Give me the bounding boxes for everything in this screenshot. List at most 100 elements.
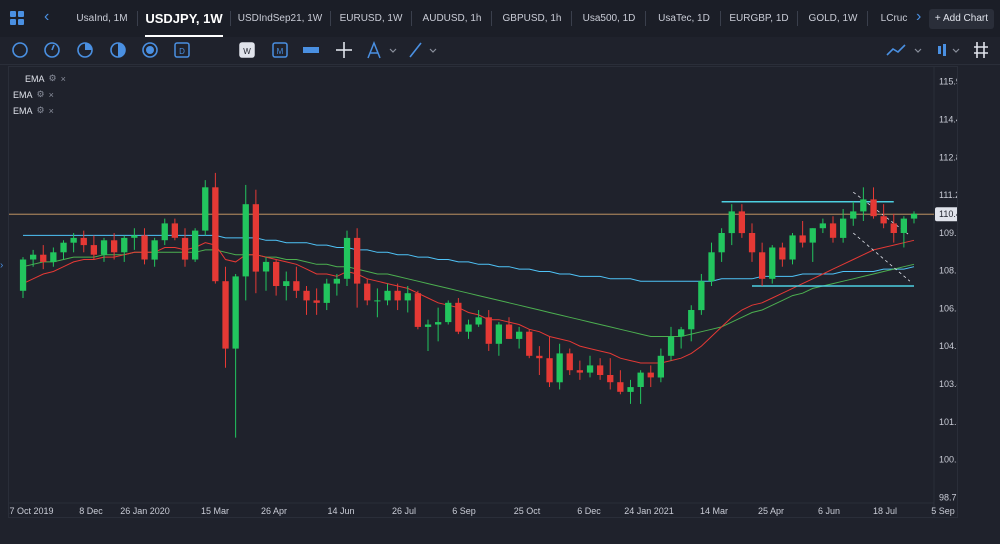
tab-separator bbox=[330, 11, 331, 26]
record-icon[interactable] bbox=[142, 42, 158, 58]
candle-body bbox=[212, 187, 219, 282]
chart-panel[interactable]: 115.989 114.419 112.849 111.279 109.709 108.1… bbox=[8, 66, 958, 518]
date-tick-label: 14 Jun bbox=[327, 506, 354, 516]
half-circle-icon[interactable] bbox=[110, 42, 126, 58]
tab-separator bbox=[797, 11, 798, 26]
candle-body bbox=[870, 199, 877, 217]
crosshair-icon[interactable] bbox=[336, 42, 352, 58]
settings-icon[interactable]: ⚙ bbox=[48, 73, 57, 83]
candle-body bbox=[70, 237, 77, 243]
candle-body bbox=[819, 223, 826, 229]
tab-usdjpy-1w[interactable]: USDJPY, 1W bbox=[145, 0, 223, 37]
calendar-week-icon[interactable]: W bbox=[239, 42, 255, 58]
chevron-right-icon[interactable]: › bbox=[916, 8, 922, 25]
add-chart-button[interactable]: + Add Chart bbox=[928, 9, 994, 29]
tab-usatec-1d[interactable]: UsaTec, 1D bbox=[658, 13, 710, 24]
candle-body bbox=[789, 235, 796, 260]
price-tick-label: 100.288 bbox=[939, 455, 957, 465]
tab-audusd-1h[interactable]: AUDUSD, 1h bbox=[422, 13, 482, 24]
trendline-icon[interactable] bbox=[409, 42, 437, 58]
tab-usaind-1m[interactable]: UsaInd, 1M bbox=[76, 13, 128, 24]
ema-mid-line bbox=[22, 249, 915, 337]
tab-usdindsep21-1w[interactable]: USDIndSep21, 1W bbox=[237, 13, 323, 24]
candle-body bbox=[495, 324, 502, 344]
candle-body bbox=[303, 290, 310, 301]
candle-body bbox=[313, 300, 320, 303]
price-tick-label: 106.568 bbox=[939, 303, 957, 313]
candle-body bbox=[273, 261, 280, 286]
close-icon[interactable]: × bbox=[60, 73, 66, 84]
measure-icon[interactable] bbox=[303, 47, 319, 53]
tab-eurusd-1w[interactable]: EURUSD, 1W bbox=[339, 13, 403, 24]
candle-body bbox=[252, 204, 259, 272]
tab-gold-1w[interactable]: GOLD, 1W bbox=[808, 13, 858, 24]
clock-icon[interactable] bbox=[44, 42, 60, 58]
candle-body bbox=[111, 240, 118, 253]
tab-separator bbox=[645, 11, 646, 26]
candle-body bbox=[30, 254, 37, 260]
close-icon[interactable]: × bbox=[48, 105, 54, 116]
compass-draw-icon[interactable] bbox=[367, 40, 397, 59]
price-tick-label: 101.858 bbox=[939, 417, 957, 427]
candle-body bbox=[678, 329, 685, 337]
date-tick-label: 18 Jul bbox=[873, 506, 897, 516]
candle-body bbox=[586, 365, 594, 373]
legend-ema-3[interactable]: EMA ⚙ × bbox=[13, 105, 54, 116]
candle-body bbox=[617, 382, 624, 392]
plus-icon: + bbox=[934, 13, 941, 24]
timeframe-circle-icon[interactable] bbox=[12, 42, 28, 58]
candle-body bbox=[232, 276, 239, 349]
tab-gbpusd-1h[interactable]: GBPUSD, 1h bbox=[502, 13, 562, 24]
legend-ema-1[interactable]: EMA ⚙ × bbox=[25, 73, 66, 84]
candle-type-icon[interactable] bbox=[938, 44, 960, 56]
candle-body bbox=[242, 204, 249, 277]
candle-body bbox=[769, 247, 776, 279]
indicators-icon[interactable] bbox=[886, 44, 922, 56]
settings-icon[interactable]: ⚙ bbox=[36, 89, 45, 99]
grid-layout-icon[interactable] bbox=[10, 11, 25, 26]
candle-body bbox=[50, 252, 57, 262]
legend-ema-2[interactable]: EMA ⚙ × bbox=[13, 89, 54, 100]
candle-body bbox=[910, 213, 918, 219]
price-tick-label: 115.989 bbox=[939, 77, 957, 87]
svg-text:M: M bbox=[277, 47, 284, 56]
calendar-day-icon[interactable]: D bbox=[174, 42, 190, 58]
close-icon[interactable]: × bbox=[48, 89, 54, 100]
price-tick-label: 114.419 bbox=[939, 114, 957, 124]
calendar-month-icon[interactable]: M bbox=[272, 42, 288, 58]
legend-label: EMA bbox=[13, 105, 33, 116]
candle-body bbox=[890, 223, 897, 233]
candle-body bbox=[779, 247, 786, 260]
current-price-badge bbox=[935, 207, 957, 222]
tab-separator bbox=[137, 11, 138, 26]
candle-body bbox=[262, 261, 270, 272]
candle-body bbox=[627, 387, 634, 392]
candle-body bbox=[161, 223, 168, 241]
panel-collapse-handle[interactable]: › bbox=[0, 260, 4, 271]
grid-hash-icon[interactable] bbox=[974, 42, 988, 58]
tab-lcruc[interactable]: LCruc bbox=[880, 13, 908, 24]
svg-text:W: W bbox=[243, 47, 251, 56]
candle-body bbox=[374, 300, 381, 302]
candle-body bbox=[637, 372, 644, 387]
candle-body bbox=[829, 223, 837, 238]
ema-slow-line bbox=[23, 234, 915, 282]
date-tick-label: 26 Jul bbox=[392, 506, 416, 516]
candle-body bbox=[293, 281, 300, 291]
price-tick-label: 112.849 bbox=[939, 152, 957, 162]
candle-body bbox=[100, 240, 108, 255]
tab-usa500-1d[interactable]: Usa500, 1D bbox=[582, 13, 636, 24]
candle-body bbox=[323, 283, 330, 303]
candle-body bbox=[141, 235, 148, 260]
candle-body bbox=[546, 358, 553, 383]
chevron-left-icon[interactable]: ‹ bbox=[44, 8, 50, 25]
price-tick-label: 104.998 bbox=[939, 341, 957, 351]
price-chart[interactable]: 115.989 114.419 112.849 111.279 109.709 108.1… bbox=[9, 67, 957, 517]
date-tick-label: 25 Apr bbox=[758, 506, 784, 516]
candle-body bbox=[657, 355, 664, 378]
settings-icon[interactable]: ⚙ bbox=[36, 105, 45, 115]
date-tick-label: 25 Oct bbox=[514, 506, 541, 516]
tab-eurgbp-1d[interactable]: EURGBP, 1D bbox=[729, 13, 789, 24]
pie-chart-icon[interactable] bbox=[77, 42, 93, 58]
candle-body bbox=[181, 237, 189, 260]
